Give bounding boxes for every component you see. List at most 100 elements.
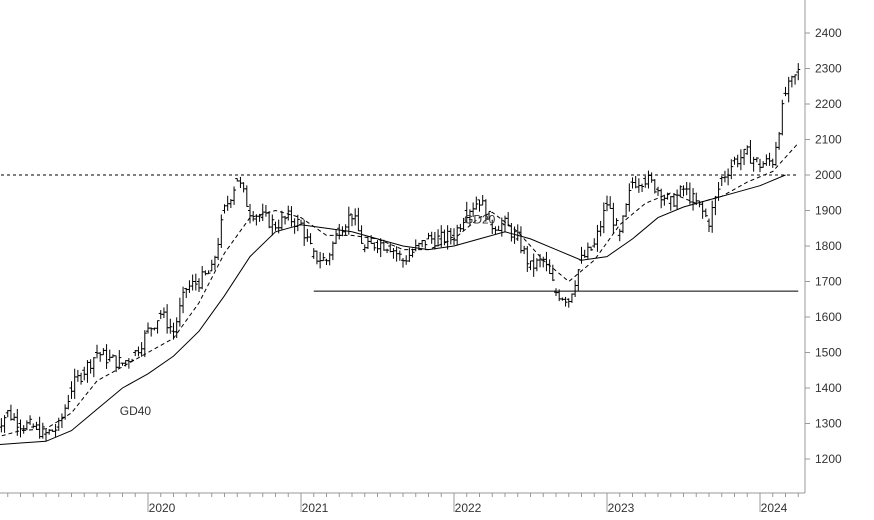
price-bar (372, 242, 376, 250)
price-bar (187, 280, 191, 293)
price-bar (57, 418, 61, 431)
reference-lines (0, 175, 798, 291)
price-bar (548, 259, 552, 274)
price-bar (28, 415, 32, 425)
price-bar (742, 149, 746, 165)
price-bar (363, 244, 367, 252)
annotation-gd20: GD20 (464, 212, 496, 226)
price-bar (589, 247, 593, 251)
price-bar (758, 159, 762, 172)
price-bar (458, 224, 462, 232)
price-bar (114, 356, 118, 372)
price-bar (796, 63, 800, 80)
y-tick-label: 1500 (815, 346, 842, 360)
price-bar (3, 415, 7, 433)
price-bar (117, 350, 121, 369)
price-bar (423, 241, 427, 249)
price-bar (506, 212, 510, 226)
price-bar (608, 196, 612, 208)
price-bar (101, 348, 105, 355)
price-bar (22, 425, 26, 434)
price-bar (194, 274, 198, 291)
y-tick-label: 1600 (815, 310, 842, 324)
price-bar (551, 265, 555, 281)
price-bar (452, 228, 456, 245)
price-bar (570, 293, 574, 303)
price-bar (105, 344, 109, 369)
price-bar (611, 203, 615, 234)
price-bar (197, 278, 201, 292)
price-bar (478, 200, 482, 212)
price-bar (481, 195, 485, 205)
y-tick-label: 1300 (815, 417, 842, 431)
price-bar (216, 238, 220, 260)
price-bar (175, 317, 179, 338)
price-bar (446, 225, 450, 249)
y-tick-label: 2200 (815, 97, 842, 111)
y-tick-label: 1400 (815, 381, 842, 395)
x-tick-label: 2024 (761, 501, 788, 515)
price-bar (334, 230, 338, 244)
series-gd20-line (0, 143, 798, 438)
price-bar (79, 373, 83, 385)
y-tick-label: 2300 (815, 62, 842, 76)
price-bars (0, 63, 800, 441)
price-bar (688, 183, 692, 205)
price-bar (325, 259, 329, 265)
price-bar (213, 256, 217, 270)
y-tick-label: 1700 (815, 275, 842, 289)
price-bar (640, 184, 644, 192)
price-bar (44, 429, 48, 441)
y-tick-label: 2400 (815, 26, 842, 40)
price-bar (289, 206, 293, 227)
price-bar (707, 219, 711, 232)
price-bar (143, 330, 147, 357)
price-bar (162, 307, 166, 318)
price-bar (82, 367, 86, 381)
axes: 1200130014001500160017001800190020002100… (0, 0, 842, 515)
price-bar (576, 269, 580, 291)
price-bar (573, 280, 577, 297)
price-bar (181, 287, 185, 314)
price-bar (127, 358, 131, 369)
price-bar (736, 155, 740, 168)
price-bar (38, 417, 42, 439)
price-bar (595, 225, 599, 252)
series-gd40-line (0, 175, 786, 445)
price-bar (519, 226, 523, 253)
price-bar (350, 214, 354, 226)
price-bar (73, 369, 77, 399)
price-bar (774, 142, 778, 166)
price-bar (599, 221, 603, 236)
price-bar (309, 233, 313, 244)
x-tick-label: 2020 (149, 501, 176, 515)
y-tick-label: 2100 (815, 133, 842, 147)
price-bar (178, 298, 182, 327)
price-bar (764, 154, 768, 165)
price-bar (643, 176, 647, 188)
price-bar (347, 207, 351, 235)
price-bar (605, 196, 609, 212)
price-bar (203, 270, 207, 275)
price-bar (385, 249, 389, 253)
price-bar (305, 229, 309, 242)
price-bar (337, 224, 341, 239)
price-bar (85, 360, 89, 383)
price-bar (280, 211, 284, 230)
price-bar (200, 266, 204, 289)
price-bar (302, 220, 306, 246)
x-tick-label: 2021 (302, 501, 329, 515)
price-bar (755, 157, 759, 162)
y-tick-label: 1800 (815, 239, 842, 253)
price-bar (136, 346, 140, 356)
price-bar (242, 182, 246, 192)
price-bar (529, 261, 533, 270)
price-bar (726, 168, 730, 185)
price-bar (618, 229, 622, 241)
price-bar (398, 250, 402, 260)
price-bar (525, 246, 529, 272)
price-bar (165, 304, 169, 333)
price-bar (739, 149, 743, 170)
